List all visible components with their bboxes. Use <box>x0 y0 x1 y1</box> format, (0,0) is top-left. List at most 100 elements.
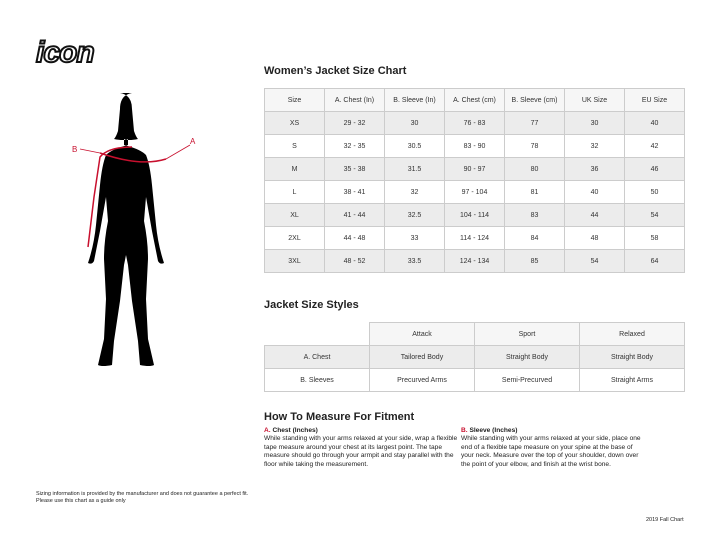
header-cell: Sport <box>474 322 580 346</box>
table-cell: 31.5 <box>384 157 445 181</box>
edition-label: 2019 Fall Chart <box>646 517 684 523</box>
header-cell: A. Chest (cm) <box>444 88 505 112</box>
table-header-row: Size A. Chest (In) B. Sleeve (In) A. Chest … <box>264 88 685 112</box>
table-row: 3XL 48 - 52 33.5 124 - 134 85 54 64 <box>264 249 685 273</box>
table-cell: B. Sleeves <box>264 368 370 392</box>
table-cell: 83 <box>504 203 565 227</box>
table-cell: 32 <box>564 134 625 158</box>
table-cell: 32 <box>384 180 445 204</box>
table-cell: Precurved Arms <box>369 368 475 392</box>
styles-title: Jacket Size Styles <box>264 299 359 311</box>
table-cell: 44 <box>564 203 625 227</box>
table-cell: 50 <box>624 180 685 204</box>
table-cell: 97 - 104 <box>444 180 505 204</box>
sleeve-letter: B. <box>461 427 468 434</box>
table-cell: 3XL <box>264 249 325 273</box>
table-cell: 44 - 48 <box>324 226 385 250</box>
table-row: XS 29 - 32 30 76 - 83 77 30 40 <box>264 111 685 135</box>
table-cell: XL <box>264 203 325 227</box>
chest-heading: Chest (Inches) <box>272 427 318 434</box>
table-cell: 83 - 90 <box>444 134 505 158</box>
table-cell: Straight Arms <box>579 368 685 392</box>
table-cell: 84 <box>504 226 565 250</box>
table-cell: 30 <box>384 111 445 135</box>
table-cell: 46 <box>624 157 685 181</box>
table-cell: 76 - 83 <box>444 111 505 135</box>
table-cell: 41 - 44 <box>324 203 385 227</box>
table-cell: 40 <box>564 180 625 204</box>
table-cell: Straight Body <box>474 345 580 369</box>
female-silhouette-figure <box>79 93 191 366</box>
table-row: A. Chest Tailored Body Straight Body Straig… <box>264 345 685 369</box>
table-cell: M <box>264 157 325 181</box>
table-cell: 35 - 38 <box>324 157 385 181</box>
table-row: B. Sleeves Precurved Arms Semi-Precurved St… <box>264 368 685 392</box>
table-row: S 32 - 35 30.5 83 - 90 78 32 42 <box>264 134 685 158</box>
disclaimer-line: Please use this chart as a guide only <box>36 498 126 504</box>
table-header-row: Attack Sport Relaxed <box>264 322 685 346</box>
size-chart-title: Women’s Jacket Size Chart <box>264 65 407 77</box>
table-cell: 2XL <box>264 226 325 250</box>
table-cell: 40 <box>624 111 685 135</box>
sleeve-instructions: B. Sleeve (Inches) While standing with y… <box>461 427 646 469</box>
table-cell: 77 <box>504 111 565 135</box>
table-cell: 81 <box>504 180 565 204</box>
table-cell: 64 <box>624 249 685 273</box>
disclaimer: Sizing information is provided by the ma… <box>36 491 248 505</box>
header-cell: UK Size <box>564 88 625 112</box>
table-cell: 80 <box>504 157 565 181</box>
table-cell: 30.5 <box>384 134 445 158</box>
table-cell: 54 <box>564 249 625 273</box>
table-cell: 104 - 114 <box>444 203 505 227</box>
chest-instructions: A. Chest (Inches) While standing with yo… <box>264 427 464 469</box>
table-cell: 42 <box>624 134 685 158</box>
table-cell: 54 <box>624 203 685 227</box>
table-row: M 35 - 38 31.5 90 - 97 80 36 46 <box>264 157 685 181</box>
table-cell: 33 <box>384 226 445 250</box>
label-b: B <box>72 145 78 154</box>
table-cell: 78 <box>504 134 565 158</box>
header-cell: EU Size <box>624 88 685 112</box>
table-cell: Semi-Precurved <box>474 368 580 392</box>
table-row: L 38 - 41 32 97 - 104 81 40 50 <box>264 180 685 204</box>
header-cell <box>264 322 370 346</box>
table-cell: XS <box>264 111 325 135</box>
measure-title: How To Measure For Fitment <box>264 411 415 423</box>
table-cell: 90 - 97 <box>444 157 505 181</box>
header-cell: B. Sleeve (cm) <box>504 88 565 112</box>
header-cell: Relaxed <box>579 322 685 346</box>
table-cell: 30 <box>564 111 625 135</box>
table-row: 2XL 44 - 48 33 114 - 124 84 48 58 <box>264 226 685 250</box>
table-cell: 32.5 <box>384 203 445 227</box>
table-cell: 85 <box>504 249 565 273</box>
table-cell: 33.5 <box>384 249 445 273</box>
table-cell: 29 - 32 <box>324 111 385 135</box>
table-cell: S <box>264 134 325 158</box>
header-cell: A. Chest (In) <box>324 88 385 112</box>
table-cell: 36 <box>564 157 625 181</box>
styles-table: Attack Sport Relaxed A. Chest Tailored Body… <box>264 322 685 392</box>
table-cell: 58 <box>624 226 685 250</box>
icon-logo: icon <box>35 35 96 70</box>
table-cell: 48 <box>564 226 625 250</box>
table-cell: 124 - 134 <box>444 249 505 273</box>
sleeve-heading: Sleeve (Inches) <box>469 427 518 434</box>
sleeve-text: While standing with your arms relaxed at… <box>461 435 641 468</box>
header-cell: B. Sleeve (In) <box>384 88 445 112</box>
header-cell: Size <box>264 88 325 112</box>
label-a: A <box>190 137 196 146</box>
table-cell: 32 - 35 <box>324 134 385 158</box>
table-cell: 38 - 41 <box>324 180 385 204</box>
size-chart-table: Size A. Chest (In) B. Sleeve (In) A. Chest … <box>264 88 685 273</box>
table-cell: 48 - 52 <box>324 249 385 273</box>
table-cell: Straight Body <box>579 345 685 369</box>
header-cell: Attack <box>369 322 475 346</box>
table-cell: 114 - 124 <box>444 226 505 250</box>
chest-text: While standing with your arms relaxed at… <box>264 435 458 468</box>
table-row: XL 41 - 44 32.5 104 - 114 83 44 54 <box>264 203 685 227</box>
chest-letter: A. <box>264 427 271 434</box>
table-cell: L <box>264 180 325 204</box>
disclaimer-line: Sizing information is provided by the ma… <box>36 491 249 497</box>
table-cell: Tailored Body <box>369 345 475 369</box>
table-cell: A. Chest <box>264 345 370 369</box>
